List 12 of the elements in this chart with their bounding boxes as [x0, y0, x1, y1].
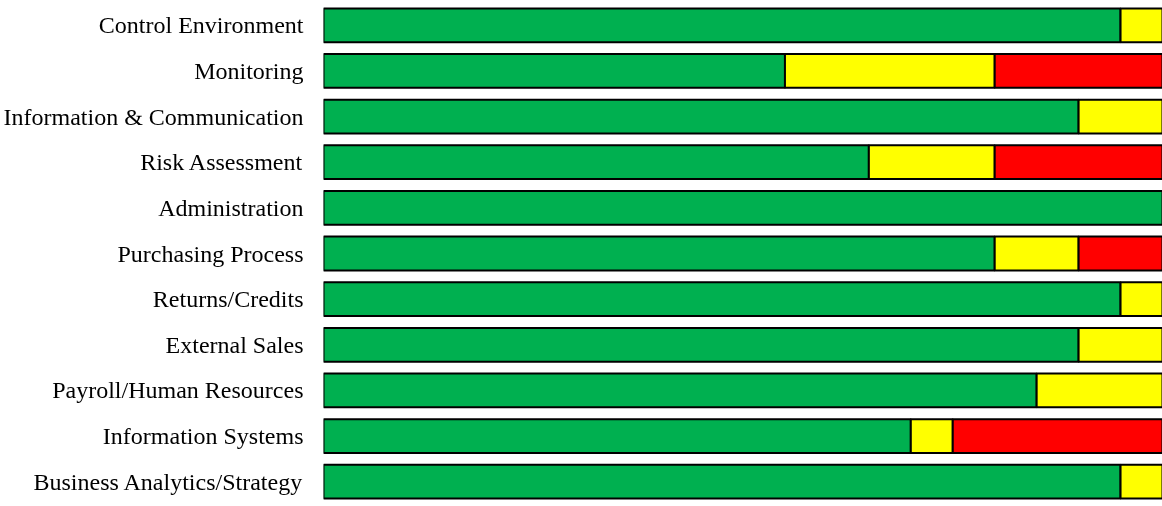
y-tick-label: Information & Communication — [3, 103, 304, 130]
bar — [323, 189, 1162, 226]
y-tick-label: Business Analytics/Strategy — [33, 468, 303, 495]
y-tick-label: Control Environment — [98, 12, 304, 39]
y-tick-label: Administration — [158, 194, 304, 221]
y-tick-label: Monitoring — [194, 57, 304, 84]
y-tick-label: Payroll/Human Resources — [52, 377, 304, 404]
y-tick-label: Risk Assessment — [140, 149, 303, 176]
y-tick-label: Information Systems — [102, 423, 304, 450]
y-tick-label: External Sales — [165, 331, 304, 358]
y-tick-label: Returns/Credits — [152, 286, 304, 313]
y-tick-label: Purchasing Process — [117, 240, 304, 267]
